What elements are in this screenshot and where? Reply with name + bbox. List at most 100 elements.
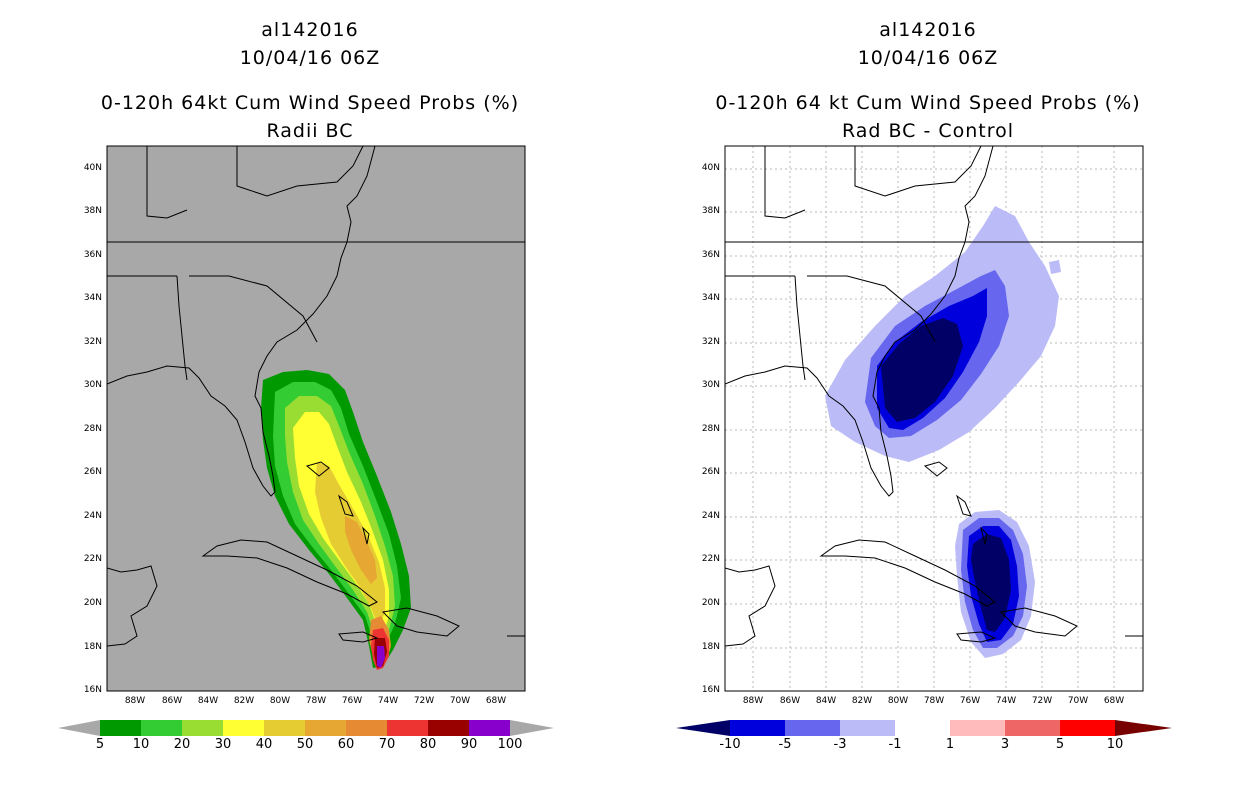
colorbar-swatch	[428, 720, 469, 736]
lat-label: 22N	[83, 554, 102, 564]
lat-label: 18N	[701, 642, 720, 652]
right-colorbar-extend-high	[1115, 720, 1172, 736]
colorbar-label: -1	[888, 737, 902, 752]
contour-minus-10-south	[971, 534, 1011, 632]
colorbar-label: 10	[132, 737, 150, 752]
colorbar-label: 90	[460, 737, 478, 752]
colorbar-label: -3	[833, 737, 847, 752]
contour-50	[345, 516, 377, 584]
left-storm-id: al142016	[261, 19, 359, 41]
colorbar-label: 10	[1106, 737, 1124, 752]
left-colorbar-extend-low	[58, 720, 100, 736]
colorbar-label: 50	[296, 737, 314, 752]
lat-label: 34N	[83, 293, 102, 303]
lon-label: 84W	[815, 696, 837, 706]
colorbar-label: 5	[95, 737, 105, 752]
lat-label: 24N	[83, 511, 102, 521]
lon-label: 76W	[341, 696, 363, 706]
lon-label: 82W	[233, 696, 255, 706]
lon-label: 80W	[887, 696, 909, 706]
lat-label: 32N	[83, 337, 102, 347]
lon-label: 74W	[995, 696, 1017, 706]
left-map-frame	[106, 145, 526, 692]
lat-label: 28N	[83, 424, 102, 434]
colorbar-label: 1	[945, 737, 955, 752]
colorbar-label: 80	[419, 737, 437, 752]
lon-label: 84W	[197, 696, 219, 706]
colorbar-label: -5	[778, 737, 792, 752]
lon-label: 80W	[269, 696, 291, 706]
colorbar-swatch	[223, 720, 264, 736]
lon-label: 78W	[923, 696, 945, 706]
lat-label: 24N	[701, 511, 720, 521]
lon-label: 68W	[1103, 696, 1125, 706]
colorbar-swatch	[100, 720, 141, 736]
lat-label: 36N	[83, 250, 102, 260]
lon-label: 88W	[124, 696, 146, 706]
colorbar-swatch	[785, 720, 840, 736]
left-coastlines	[107, 146, 525, 647]
colorbar-label: 20	[173, 737, 191, 752]
left-subtitle: Radii BC	[266, 120, 354, 142]
lon-label: 76W	[959, 696, 981, 706]
lat-label: 40N	[701, 163, 720, 173]
colorbar-swatch	[141, 720, 182, 736]
colorbar-swatch	[730, 720, 785, 736]
left-datetime: 10/04/16 06Z	[239, 47, 381, 69]
right-storm-id: al142016	[879, 19, 977, 41]
colorbar-swatch	[387, 720, 428, 736]
colorbar-label: 100	[497, 737, 523, 752]
lat-label: 16N	[701, 685, 720, 695]
lon-label: 68W	[485, 696, 507, 706]
lon-label: 72W	[413, 696, 435, 706]
colorbar-label: 30	[214, 737, 232, 752]
right-coastlines	[725, 146, 1143, 647]
colorbar-swatch	[346, 720, 387, 736]
right-map	[724, 145, 1144, 692]
lon-label: 78W	[305, 696, 327, 706]
lat-label: 38N	[83, 206, 102, 216]
left-title: 0-120h 64kt Cum Wind Speed Probs (%)	[100, 92, 520, 114]
colorbar-swatch	[840, 720, 895, 736]
contour-minus-10-north	[881, 318, 963, 422]
lat-label: 36N	[701, 250, 720, 260]
lat-label: 30N	[701, 380, 720, 390]
left-colorbar	[58, 720, 554, 736]
lat-label: 38N	[701, 206, 720, 216]
lon-label: 72W	[1031, 696, 1053, 706]
lat-label: 16N	[83, 685, 102, 695]
right-colorbar-extend-low	[676, 720, 730, 736]
lon-label: 86W	[779, 696, 801, 706]
colorbar-label: 3	[1000, 737, 1010, 752]
lon-label: 88W	[742, 696, 764, 706]
right-title: 0-120h 64 kt Cum Wind Speed Probs (%)	[715, 92, 1141, 114]
lat-label: 28N	[701, 424, 720, 434]
contour-minus-1-north-patch	[1049, 260, 1061, 274]
lon-label: 82W	[851, 696, 873, 706]
lat-label: 18N	[83, 642, 102, 652]
colorbar-swatch	[469, 720, 510, 736]
lon-label: 70W	[449, 696, 471, 706]
colorbar-swatch	[305, 720, 346, 736]
lat-label: 20N	[701, 598, 720, 608]
lat-label: 26N	[83, 467, 102, 477]
colorbar-label: 70	[378, 737, 396, 752]
lat-label: 26N	[701, 467, 720, 477]
contour-90	[377, 646, 385, 668]
colorbar-label: -10	[719, 737, 741, 752]
right-map-frame	[724, 145, 1144, 692]
colorbar-label: 40	[255, 737, 273, 752]
lon-label: 70W	[1067, 696, 1089, 706]
colorbar-swatch	[1060, 720, 1115, 736]
right-datetime: 10/04/16 06Z	[857, 47, 999, 69]
lat-label: 34N	[701, 293, 720, 303]
colorbar-label: 60	[337, 737, 355, 752]
colorbar-swatch	[182, 720, 223, 736]
colorbar-swatch	[895, 720, 950, 736]
left-colorbar-extend-high	[510, 720, 554, 736]
right-colorbar	[676, 720, 1172, 736]
lat-label: 22N	[701, 554, 720, 564]
colorbar-swatch	[950, 720, 1005, 736]
lat-label: 32N	[701, 337, 720, 347]
lon-label: 74W	[377, 696, 399, 706]
